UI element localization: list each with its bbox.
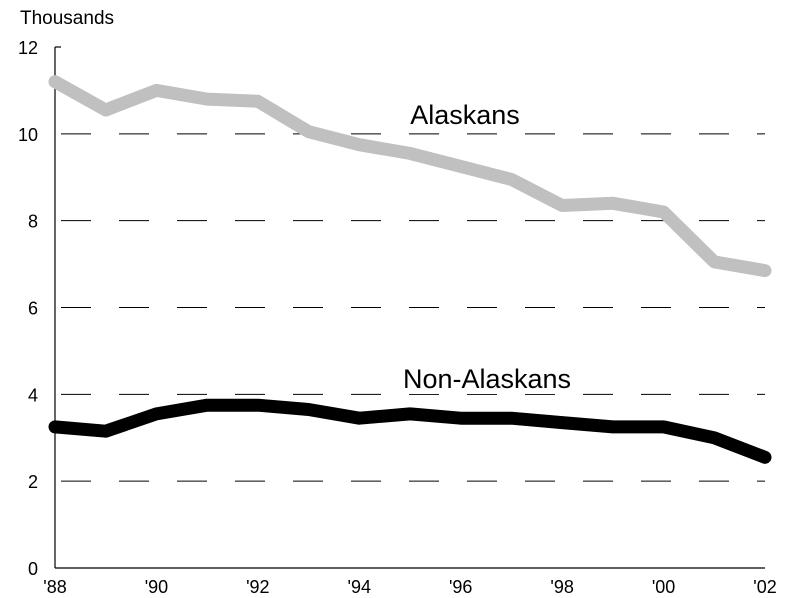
labels: 0 2 4 6 8 10 12 '88 '90 '92 '94 '96 '98 '00 '02 Thousan… xyxy=(18,8,777,597)
y-tick-label: 8 xyxy=(28,212,38,232)
series-label-background xyxy=(396,364,578,394)
x-tick-label: '98 xyxy=(550,577,573,597)
series-line-non-alaskans xyxy=(48,398,772,464)
units-label: Thousands xyxy=(20,8,114,29)
x-tick-label: '94 xyxy=(348,577,371,597)
x-tick-label: '90 xyxy=(145,577,168,597)
x-tick-label: '88 xyxy=(43,577,66,597)
axes xyxy=(54,46,765,569)
y-tick-label: 0 xyxy=(28,559,38,579)
x-tick-label: '00 xyxy=(652,577,675,597)
gridlines xyxy=(55,133,765,482)
y-tick-label: 12 xyxy=(18,38,38,58)
y-tick-label: 2 xyxy=(28,472,38,492)
x-tick-label: '96 xyxy=(449,577,472,597)
y-tick-label: 10 xyxy=(18,125,38,145)
x-tick-label: '02 xyxy=(753,577,776,597)
y-tick-label: 4 xyxy=(28,385,38,405)
series-lines xyxy=(48,75,772,464)
series-label-alaskans: Alaskans xyxy=(410,100,520,130)
series-label-background xyxy=(404,100,526,130)
x-tick-label: '92 xyxy=(246,577,269,597)
y-tick-label: 6 xyxy=(28,299,38,319)
series-label-non-alaskans: Non-Alaskans xyxy=(403,364,571,394)
